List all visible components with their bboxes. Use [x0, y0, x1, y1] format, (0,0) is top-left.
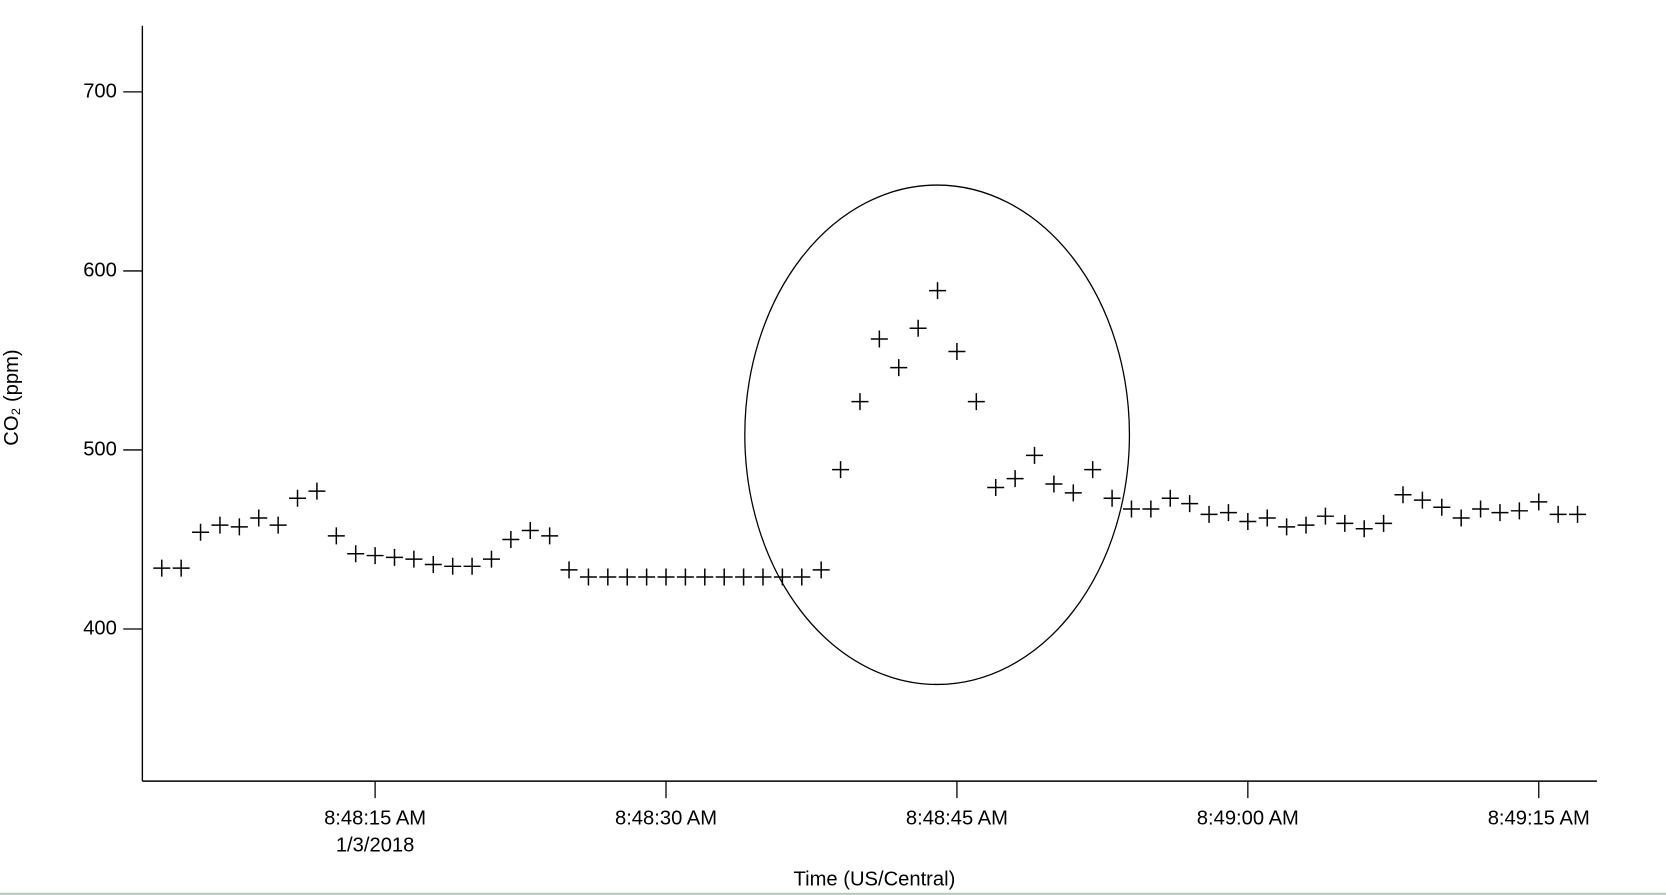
- marker: [347, 545, 365, 563]
- marker: [773, 568, 791, 586]
- marker: [851, 393, 869, 411]
- marker: [793, 568, 811, 586]
- marker: [289, 489, 307, 507]
- marker: [250, 509, 268, 527]
- marker: [1413, 491, 1431, 509]
- marker: [1530, 493, 1548, 511]
- marker: [463, 557, 481, 575]
- marker: [870, 330, 888, 348]
- marker: [579, 568, 597, 586]
- marker: [715, 568, 733, 586]
- marker: [1278, 518, 1296, 536]
- marker: [1452, 509, 1470, 527]
- marker: [424, 556, 442, 574]
- y-tick-label: 400: [83, 617, 117, 639]
- marker: [502, 530, 520, 548]
- marker: [929, 282, 947, 300]
- marker: [1161, 489, 1179, 507]
- marker: [1433, 498, 1451, 516]
- marker: [676, 568, 694, 586]
- marker: [1122, 500, 1140, 518]
- marker: [1510, 502, 1528, 520]
- x-tick-label: 8:48:45 AM: [906, 808, 1008, 830]
- marker: [618, 568, 636, 586]
- marker: [1472, 500, 1490, 518]
- marker: [1355, 520, 1373, 538]
- y-axis-label: CO₂ (ppm): [1, 349, 23, 445]
- marker: [541, 527, 559, 545]
- marker: [1375, 514, 1393, 532]
- y-tick-label: 500: [83, 438, 117, 460]
- marker: [1569, 505, 1587, 523]
- y-tick-label: 600: [83, 259, 117, 281]
- marker: [521, 522, 539, 540]
- marker: [230, 518, 248, 536]
- marker: [890, 359, 908, 377]
- marker: [308, 482, 326, 500]
- marker: [366, 547, 384, 565]
- marker: [909, 319, 927, 337]
- marker: [327, 527, 345, 545]
- marker: [1316, 507, 1334, 525]
- marker: [444, 557, 462, 575]
- marker: [192, 523, 210, 541]
- marker: [1219, 504, 1237, 522]
- date-label: 1/3/2018: [336, 834, 415, 856]
- marker: [832, 461, 850, 479]
- marker: [735, 568, 753, 586]
- x-axis-label: Time (US/Central): [794, 868, 956, 890]
- marker: [1239, 513, 1257, 531]
- marker: [967, 393, 985, 411]
- x-tick-label: 8:49:15 AM: [1488, 808, 1590, 830]
- marker: [269, 516, 287, 534]
- marker: [482, 550, 500, 568]
- x-tick-label: 8:49:00 AM: [1197, 808, 1299, 830]
- marker: [1394, 486, 1412, 504]
- marker: [211, 516, 229, 534]
- marker: [560, 561, 578, 579]
- marker: [1026, 446, 1044, 464]
- marker: [1200, 505, 1218, 523]
- marker: [1142, 500, 1160, 518]
- marker: [948, 342, 966, 360]
- marker: [1006, 470, 1024, 488]
- marker: [172, 559, 190, 577]
- marker: [1045, 475, 1063, 493]
- marker: [657, 568, 675, 586]
- marker: [1297, 516, 1315, 534]
- marker: [754, 568, 772, 586]
- highlight-ellipse: [744, 184, 1131, 686]
- marker: [1258, 509, 1276, 527]
- marker: [696, 568, 714, 586]
- marker: [1549, 505, 1567, 523]
- marker: [599, 568, 617, 586]
- marker: [987, 479, 1005, 497]
- marker: [385, 548, 403, 566]
- marker: [153, 559, 171, 577]
- marker: [638, 568, 656, 586]
- marker: [405, 550, 423, 568]
- x-tick-label: 8:48:30 AM: [615, 808, 717, 830]
- x-tick-label: 8:48:15 AM: [324, 808, 426, 830]
- y-tick-label: 700: [83, 80, 117, 102]
- marker: [812, 561, 830, 579]
- marker: [1491, 504, 1509, 522]
- marker: [1181, 495, 1199, 513]
- marker: [1336, 514, 1354, 532]
- marker: [1064, 484, 1082, 502]
- marker: [1084, 461, 1102, 479]
- marker: [1103, 489, 1121, 507]
